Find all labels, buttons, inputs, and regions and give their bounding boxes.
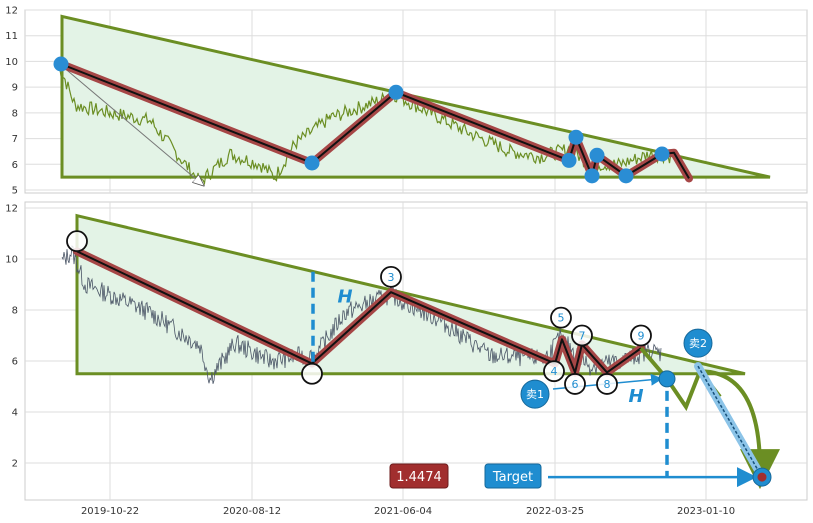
bottom-zigzag — [73, 247, 645, 377]
sell1-badge — [520, 379, 550, 409]
point-circle — [630, 324, 652, 347]
point-circle — [301, 362, 323, 385]
top-point-marker — [654, 146, 670, 162]
top-point-marker — [568, 129, 584, 145]
top-point-marker — [589, 147, 605, 163]
top-markers — [53, 56, 670, 184]
top-y-tick-label: 10 — [5, 57, 18, 68]
point-circle — [550, 306, 572, 329]
target-value-label: 1.4474 — [396, 470, 442, 485]
top-diagonal-arrow — [61, 65, 203, 185]
top-panel: 5 6 7 8 9 10 11 12 — [5, 6, 808, 197]
bottom-y-tick-label: 12 — [5, 204, 18, 215]
height-label: H — [337, 286, 352, 307]
point-label: 3 — [388, 271, 395, 284]
sell1-label: 卖1 — [526, 388, 544, 401]
bottom-x-tick-label: 2023-01-10 — [677, 506, 735, 517]
point-label: 8 — [604, 378, 611, 391]
bottom-y-tick-label: 2 — [12, 459, 18, 470]
bottom-y-tick-label: 10 — [5, 255, 18, 266]
point-circle — [66, 230, 88, 253]
top-point-marker — [304, 155, 320, 171]
top-y-tick-label: 9 — [12, 83, 18, 94]
bottom-y-tick-label: 8 — [12, 306, 18, 317]
top-y-tick-label: 5 — [12, 186, 18, 197]
top-price-series — [57, 63, 672, 186]
projected-curve-arrow — [699, 369, 780, 490]
point-circle — [543, 360, 565, 383]
point-label: 5 — [558, 312, 565, 325]
bottom-x-tick-label: 2020-08-12 — [223, 506, 281, 517]
bottom-zigzag-line — [76, 250, 642, 374]
top-y-tick-label: 6 — [12, 160, 18, 171]
sell2-label: 卖2 — [689, 337, 707, 350]
target-button: Target — [484, 463, 542, 489]
top-point-marker — [561, 152, 577, 168]
sell-target-line — [697, 365, 763, 478]
top-point-marker — [53, 56, 69, 72]
target-marker-core — [757, 472, 767, 482]
point-circle — [596, 373, 618, 395]
target-value-box: 1.4474 — [389, 463, 449, 489]
point-label: 9 — [638, 330, 645, 343]
target-button-label: Target — [492, 470, 533, 485]
top-y-tick-label: 12 — [5, 6, 18, 17]
point-circle — [380, 265, 402, 288]
point-label: 4 — [551, 365, 558, 378]
top-point-marker — [618, 168, 634, 184]
bottom-y-axis: 2 4 6 8 10 12 — [5, 204, 18, 470]
projection-height-label: H — [628, 386, 643, 407]
bottom-projection: H H 卖1 卖2 — [311, 271, 780, 490]
top-point-marker — [388, 84, 404, 100]
bottom-x-tick-label: 2021-06-04 — [374, 506, 432, 517]
bottom-y-tick-label: 6 — [12, 357, 18, 368]
point-circle — [571, 324, 593, 347]
top-y-tick-label: 11 — [5, 31, 18, 42]
bottom-y-tick-label: 4 — [12, 408, 18, 419]
bottom-x-axis: 2019-10-22 2020-08-12 2021-06-04 2022-03-25… — [81, 506, 735, 517]
point-label: 6 — [572, 378, 579, 391]
bottom-point-labels: 3 4 5 6 7 8 9 — [66, 230, 652, 395]
bottom-x-tick-label: 2019-10-22 — [81, 506, 139, 517]
point-circle — [564, 373, 586, 395]
top-point-marker — [584, 168, 600, 184]
point-label: 7 — [579, 330, 586, 343]
breakout-marker — [658, 370, 676, 388]
top-y-axis: 5 6 7 8 9 10 11 12 — [5, 6, 18, 197]
top-y-tick-label: 8 — [12, 108, 18, 119]
sell2-badge — [683, 328, 713, 358]
bottom-x-tick-label: 2022-03-25 — [526, 506, 584, 517]
top-y-tick-label: 7 — [12, 134, 18, 145]
